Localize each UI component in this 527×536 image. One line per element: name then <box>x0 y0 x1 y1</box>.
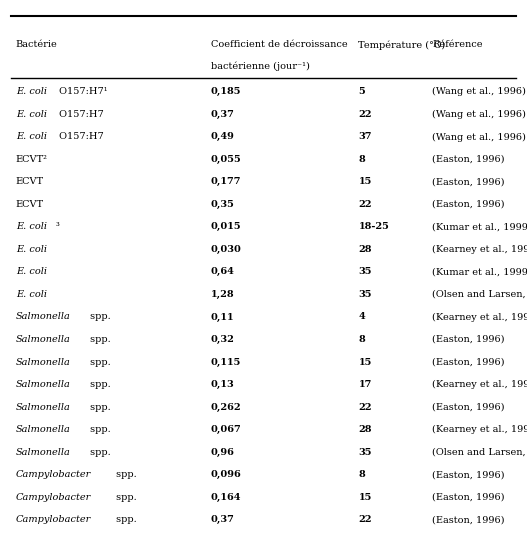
Text: 0,015: 0,015 <box>211 222 241 232</box>
Text: 0,030: 0,030 <box>211 245 242 254</box>
Text: (Easton, 1996): (Easton, 1996) <box>432 403 505 412</box>
Text: E. coli: E. coli <box>16 87 47 96</box>
Text: 0,067: 0,067 <box>211 425 241 434</box>
Text: (Easton, 1996): (Easton, 1996) <box>432 155 505 164</box>
Text: Salmonella: Salmonella <box>16 403 71 412</box>
Text: 8: 8 <box>358 335 365 344</box>
Text: Référence: Référence <box>432 40 483 49</box>
Text: spp.: spp. <box>113 515 136 524</box>
Text: 8: 8 <box>358 470 365 479</box>
Text: (Easton, 1996): (Easton, 1996) <box>432 200 505 209</box>
Text: ECVT²: ECVT² <box>16 155 47 164</box>
Text: (Kearney et al., 1993b): (Kearney et al., 1993b) <box>432 245 527 254</box>
Text: Salmonella: Salmonella <box>16 358 71 367</box>
Text: E. coli: E. coli <box>16 110 47 119</box>
Text: 1,28: 1,28 <box>211 290 235 299</box>
Text: 28: 28 <box>358 245 372 254</box>
Text: (Wang et al., 1996): (Wang et al., 1996) <box>432 132 526 142</box>
Text: bactérienne (jour⁻¹): bactérienne (jour⁻¹) <box>211 62 310 71</box>
Text: E. coli: E. coli <box>16 245 47 254</box>
Text: 0,13: 0,13 <box>211 380 235 389</box>
Text: 15: 15 <box>358 177 372 187</box>
Text: (Kumar et al., 1999): (Kumar et al., 1999) <box>432 222 527 232</box>
Text: spp.: spp. <box>86 425 110 434</box>
Text: spp.: spp. <box>86 448 110 457</box>
Text: (Kearney et al., 1993a): (Kearney et al., 1993a) <box>432 425 527 434</box>
Text: spp.: spp. <box>113 493 136 502</box>
Text: spp.: spp. <box>86 358 110 367</box>
Text: 35: 35 <box>358 290 372 299</box>
Text: 0,177: 0,177 <box>211 177 241 187</box>
Text: Campylobacter: Campylobacter <box>16 493 91 502</box>
Text: 0,164: 0,164 <box>211 493 241 502</box>
Text: 0,96: 0,96 <box>211 448 235 457</box>
Text: Bactérie: Bactérie <box>16 40 57 49</box>
Text: Campylobacter: Campylobacter <box>16 470 91 479</box>
Text: 0,35: 0,35 <box>211 200 235 209</box>
Text: Coefficient de décroissance: Coefficient de décroissance <box>211 40 347 49</box>
Text: spp.: spp. <box>86 403 110 412</box>
Text: (Wang et al., 1996): (Wang et al., 1996) <box>432 110 526 119</box>
Text: 15: 15 <box>358 493 372 502</box>
Text: ³: ³ <box>56 222 60 232</box>
Text: Salmonella: Salmonella <box>16 425 71 434</box>
Text: (Easton, 1996): (Easton, 1996) <box>432 493 505 502</box>
Text: O157:H7: O157:H7 <box>56 132 104 142</box>
Text: 35: 35 <box>358 267 372 277</box>
Text: (Easton, 1996): (Easton, 1996) <box>432 470 505 479</box>
Text: spp.: spp. <box>86 312 110 322</box>
Text: 0,055: 0,055 <box>211 155 241 164</box>
Text: O157:H7¹: O157:H7¹ <box>56 87 108 96</box>
Text: 4: 4 <box>358 312 365 322</box>
Text: ECVT: ECVT <box>16 200 44 209</box>
Text: (Kearney et al., 1993b): (Kearney et al., 1993b) <box>432 380 527 389</box>
Text: Salmonella: Salmonella <box>16 335 71 344</box>
Text: Salmonella: Salmonella <box>16 380 71 389</box>
Text: Salmonella: Salmonella <box>16 448 71 457</box>
Text: 22: 22 <box>358 110 372 119</box>
Text: 5: 5 <box>358 87 365 96</box>
Text: ECVT: ECVT <box>16 177 44 187</box>
Text: (Easton, 1996): (Easton, 1996) <box>432 515 505 524</box>
Text: 22: 22 <box>358 403 372 412</box>
Text: O157:H7: O157:H7 <box>56 110 104 119</box>
Text: 35: 35 <box>358 448 372 457</box>
Text: (Olsen and Larsen, 1987): (Olsen and Larsen, 1987) <box>432 290 527 299</box>
Text: 0,49: 0,49 <box>211 132 235 142</box>
Text: Température (°C): Température (°C) <box>358 40 445 50</box>
Text: 0,096: 0,096 <box>211 470 241 479</box>
Text: spp.: spp. <box>86 380 110 389</box>
Text: (Kearney et al., 1993b): (Kearney et al., 1993b) <box>432 312 527 322</box>
Text: Salmonella: Salmonella <box>16 312 71 322</box>
Text: 15: 15 <box>358 358 372 367</box>
Text: E. coli: E. coli <box>16 290 47 299</box>
Text: spp.: spp. <box>86 335 110 344</box>
Text: 0,64: 0,64 <box>211 267 235 277</box>
Text: (Kumar et al., 1999): (Kumar et al., 1999) <box>432 267 527 277</box>
Text: 0,115: 0,115 <box>211 358 241 367</box>
Text: 22: 22 <box>358 515 372 524</box>
Text: spp.: spp. <box>113 470 136 479</box>
Text: 37: 37 <box>358 132 372 142</box>
Text: 22: 22 <box>358 200 372 209</box>
Text: (Easton, 1996): (Easton, 1996) <box>432 177 505 187</box>
Text: 8: 8 <box>358 155 365 164</box>
Text: E. coli: E. coli <box>16 222 47 232</box>
Text: (Wang et al., 1996): (Wang et al., 1996) <box>432 87 526 96</box>
Text: 17: 17 <box>358 380 372 389</box>
Text: 0,37: 0,37 <box>211 515 235 524</box>
Text: 28: 28 <box>358 425 372 434</box>
Text: (Easton, 1996): (Easton, 1996) <box>432 358 505 367</box>
Text: E. coli: E. coli <box>16 132 47 142</box>
Text: 0,32: 0,32 <box>211 335 235 344</box>
Text: (Olsen and Larsen, 1987): (Olsen and Larsen, 1987) <box>432 448 527 457</box>
Text: 18-25: 18-25 <box>358 222 389 232</box>
Text: 0,185: 0,185 <box>211 87 241 96</box>
Text: (Easton, 1996): (Easton, 1996) <box>432 335 505 344</box>
Text: 0,11: 0,11 <box>211 312 235 322</box>
Text: 0,37: 0,37 <box>211 110 235 119</box>
Text: 0,262: 0,262 <box>211 403 241 412</box>
Text: Campylobacter: Campylobacter <box>16 515 91 524</box>
Text: E. coli: E. coli <box>16 267 47 277</box>
